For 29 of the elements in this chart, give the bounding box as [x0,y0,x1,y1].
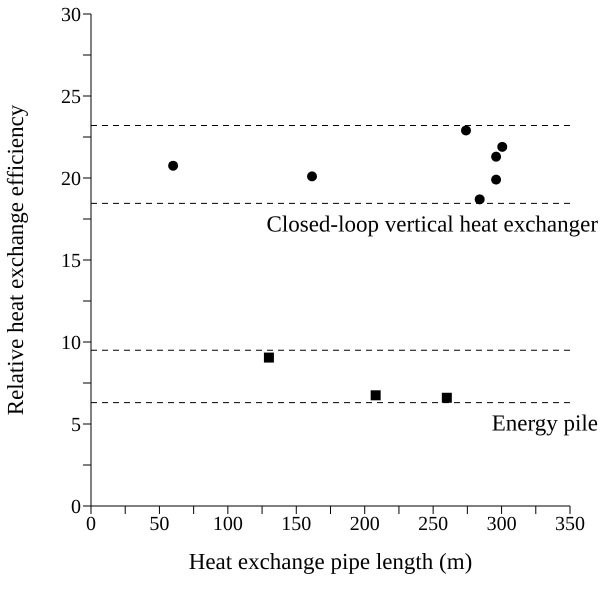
x-tick-label: 100 [212,513,243,536]
point [370,390,381,400]
y-axis-title: Relative heat exchange efficiency [3,104,28,416]
y-tick-label: 0 [71,496,81,518]
point [491,152,502,162]
y-tick-label: 30 [61,4,81,26]
point [491,174,502,185]
ref-line-label: Closed-loop vertical heat exchanger [266,211,598,236]
point [474,194,485,204]
point [307,171,318,182]
point [442,392,452,403]
x-tick-label: 0 [86,513,96,536]
y-tick-label: 25 [61,86,81,108]
x-tick-label: 200 [350,513,380,536]
x-axis-title: Heat exchange pipe length (m) [188,549,472,574]
y-tick-label: 10 [61,332,81,354]
y-tick-label: 5 [71,414,81,436]
x-tick-label: 250 [418,513,448,536]
x-tick-label: 350 [555,513,585,536]
point [497,142,508,152]
x-tick-label: 150 [281,513,312,536]
point [460,125,471,136]
x-tick-label: 300 [486,513,517,536]
point [168,160,178,171]
point [264,352,274,363]
y-tick-label: 15 [61,250,81,272]
x-tick-label: 50 [149,513,170,536]
ref-line-label: Energy pile [492,410,598,436]
y-tick-label: 20 [61,168,81,190]
